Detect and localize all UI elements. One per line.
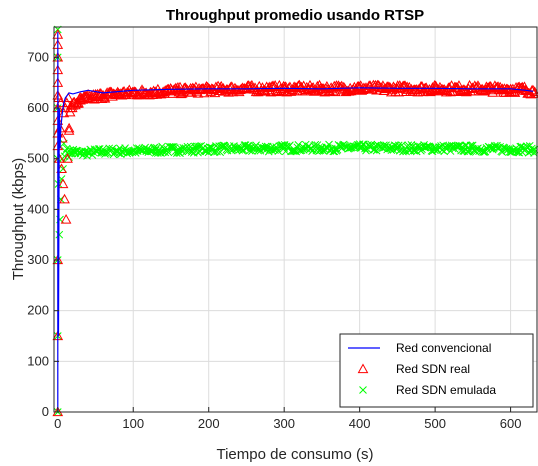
data-point [239, 83, 250, 93]
legend-label: Red SDN real [396, 362, 470, 376]
y-tick-label: 400 [27, 201, 49, 216]
legend-label: Red convencional [396, 341, 491, 355]
plot-frame [53, 26, 538, 413]
data-point [57, 178, 69, 189]
series-red-convencional [57, 32, 534, 412]
data-point [60, 213, 72, 224]
legend-swatch [357, 363, 369, 374]
data-point [528, 88, 538, 98]
x-tick-label: 300 [273, 416, 295, 431]
data-point [105, 144, 114, 153]
y-tick-label: 100 [27, 353, 49, 368]
x-tick-label: 500 [424, 416, 446, 431]
data-point [529, 146, 537, 154]
data-point [59, 193, 70, 204]
data-point [371, 84, 382, 95]
legend: Red convencional Red SDN real Red SDN emul… [339, 333, 534, 408]
data-point [183, 142, 192, 151]
x-tick-label: 600 [500, 416, 522, 431]
data-point [63, 125, 75, 135]
y-axis-label: Throughput (kbps) [10, 158, 27, 281]
data-point [58, 107, 70, 118]
y-tick-label: 200 [27, 303, 49, 318]
data-point [63, 122, 75, 133]
y-tick-label: 700 [27, 49, 49, 64]
data-point [403, 81, 415, 92]
data-point [451, 81, 463, 92]
data-point [132, 89, 144, 99]
data-point [530, 149, 538, 157]
data-point [395, 82, 407, 92]
x-tick-label: 0 [54, 416, 61, 431]
series-red-sdn-real [52, 29, 538, 417]
x-axis-ticks: 0 100 200 300 400 500 600 [54, 407, 521, 431]
x-tick-label: 200 [198, 416, 220, 431]
data-point [249, 82, 261, 92]
y-tick-label: 300 [27, 252, 49, 267]
data-point [62, 153, 73, 163]
data-point [389, 146, 398, 154]
series-layer [52, 25, 538, 417]
data-point [329, 86, 341, 97]
data-point [468, 141, 477, 150]
data-point [310, 85, 322, 96]
data-point [274, 147, 283, 156]
y-tick-label: 500 [27, 151, 49, 166]
data-point [296, 81, 307, 92]
data-point [61, 97, 73, 108]
x-tick-label: 400 [349, 416, 371, 431]
legend-box [339, 333, 534, 408]
data-point [496, 142, 505, 151]
data-point [369, 145, 378, 154]
y-tick-label: 0 [42, 404, 49, 419]
data-point [430, 146, 439, 154]
y-tick-label: 600 [27, 100, 49, 115]
legend-label: Red SDN emulada [396, 383, 496, 397]
legend-swatch [359, 386, 367, 394]
data-point [380, 141, 388, 150]
y-axis-ticks: 0 100 200 300 400 500 600 700 [27, 49, 59, 419]
data-point [515, 82, 527, 93]
x-axis-label: Tiempo de consumo (s) [216, 446, 373, 463]
data-point [144, 148, 153, 157]
data-point [81, 147, 89, 156]
data-point [241, 141, 250, 149]
data-point [527, 84, 538, 95]
data-point [261, 142, 270, 151]
series-line [57, 32, 534, 412]
chart-title: Throughput promedio usando RTSP [166, 7, 424, 24]
data-point [168, 143, 177, 151]
data-point [325, 140, 333, 149]
x-tick-label: 100 [122, 416, 144, 431]
